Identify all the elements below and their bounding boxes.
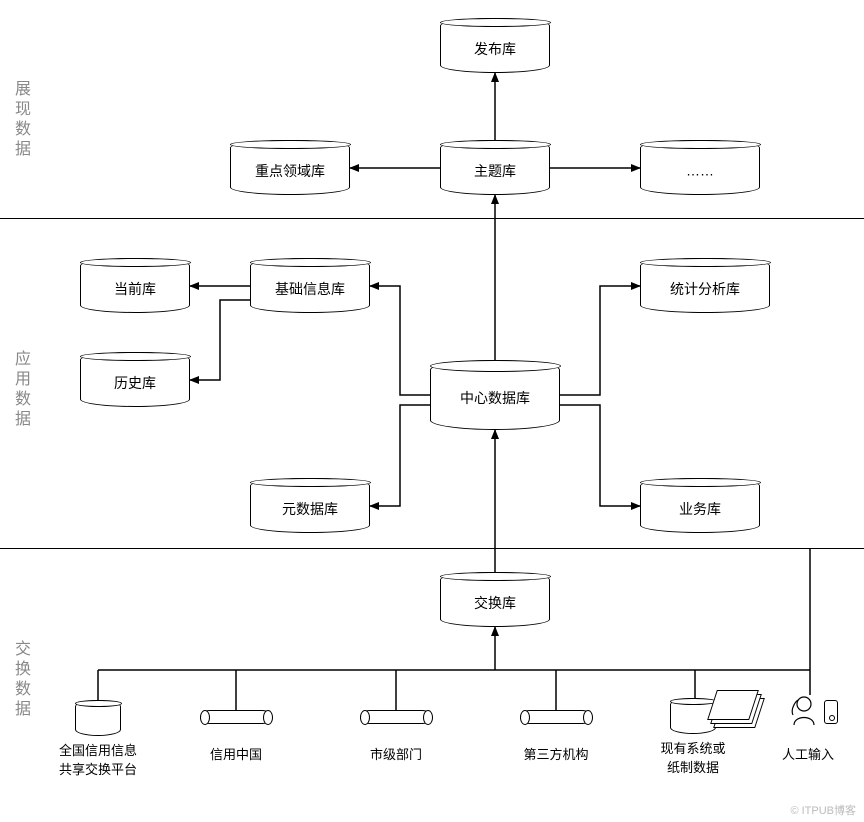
db-center: 中心数据库 — [430, 360, 560, 430]
db-keyfield-label: 重点领域库 — [231, 161, 349, 181]
db-business-label: 业务库 — [641, 499, 759, 519]
source-national: 全国信用信息 共享交换平台 — [75, 700, 121, 736]
source-credit-china-label: 信用中国 — [210, 744, 262, 763]
db-exchange-label: 交换库 — [441, 593, 549, 613]
phone-icon — [824, 700, 838, 724]
section-label-exchange: 交换数据 — [10, 640, 30, 720]
db-topic: 主题库 — [440, 140, 550, 195]
person-icon — [790, 695, 818, 732]
db-meta: 元数据库 — [250, 478, 370, 533]
source-third-party — [520, 710, 592, 724]
watermark: © ITPUB博客 — [790, 802, 856, 818]
db-meta-label: 元数据库 — [251, 499, 369, 519]
source-credit-china — [200, 710, 272, 724]
db-more: …… — [640, 140, 760, 195]
db-keyfield: 重点领域库 — [230, 140, 350, 195]
source-national-label: 全国信用信息 共享交换平台 — [59, 740, 137, 778]
source-city-dept — [360, 710, 432, 724]
source-third-party-label: 第三方机构 — [523, 744, 588, 763]
db-stats: 统计分析库 — [640, 258, 770, 313]
db-history-label: 历史库 — [81, 373, 189, 393]
db-more-label: …… — [641, 162, 759, 178]
db-current: 当前库 — [80, 258, 190, 313]
source-manual-label: 人工输入 — [782, 744, 834, 763]
db-exchange: 交换库 — [440, 572, 550, 627]
source-city-dept-label: 市级部门 — [370, 744, 422, 763]
section-divider-1 — [0, 218, 864, 219]
section-label-display: 展现数据 — [10, 80, 30, 160]
db-baseinfo-label: 基础信息库 — [251, 279, 369, 299]
section-label-app: 应用数据 — [10, 350, 30, 430]
db-business: 业务库 — [640, 478, 760, 533]
db-current-label: 当前库 — [81, 279, 189, 299]
db-center-label: 中心数据库 — [431, 388, 559, 408]
db-publish: 发布库 — [440, 18, 550, 73]
db-topic-label: 主题库 — [441, 161, 549, 181]
section-divider-2 — [0, 548, 864, 549]
db-baseinfo: 基础信息库 — [250, 258, 370, 313]
db-history: 历史库 — [80, 352, 190, 407]
db-stats-label: 统计分析库 — [641, 279, 769, 299]
source-existing-system-label: 现有系统或 纸制数据 — [660, 738, 725, 776]
db-publish-label: 发布库 — [441, 39, 549, 59]
architecture-diagram: 展现数据 应用数据 交换数据 — [0, 0, 864, 822]
